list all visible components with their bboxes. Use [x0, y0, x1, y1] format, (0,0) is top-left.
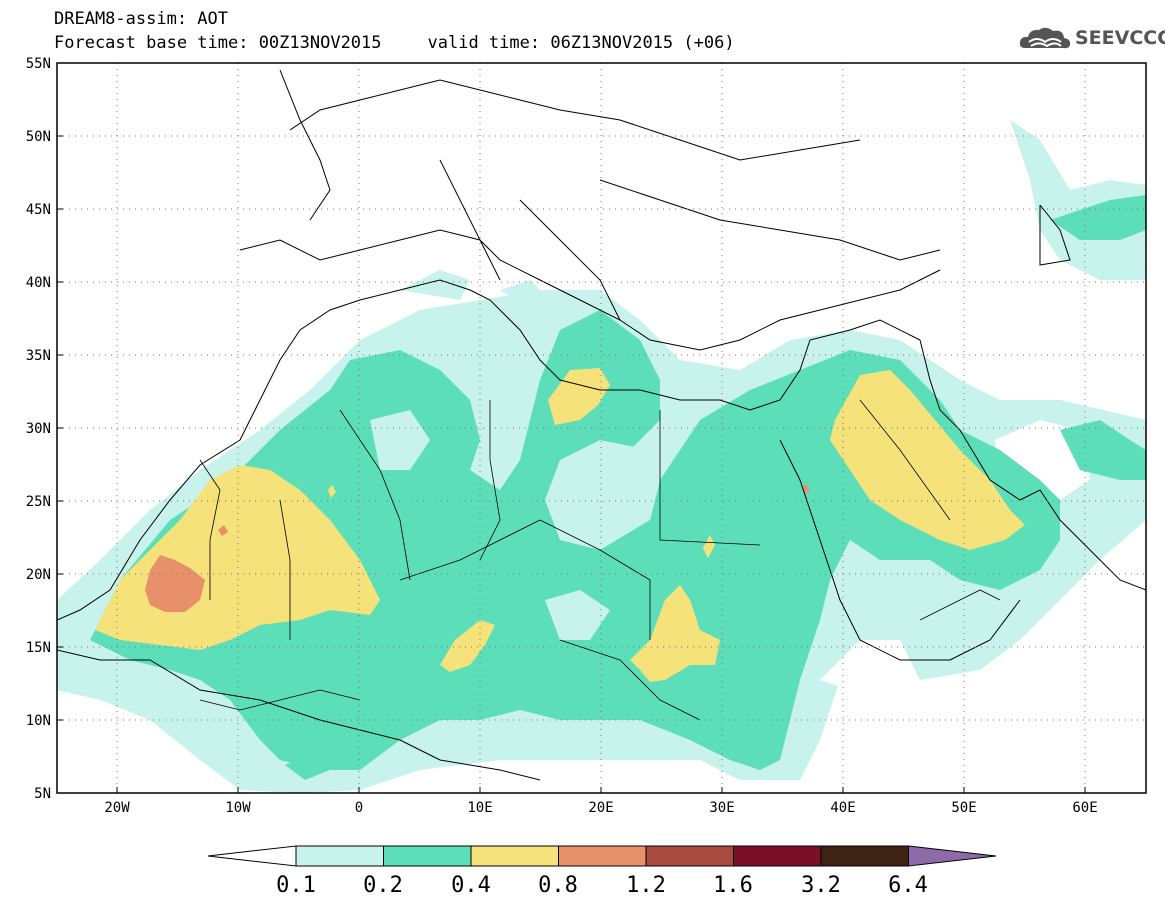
colorbar — [207, 845, 997, 867]
aot-light-region — [400, 270, 470, 300]
colorbar-segment — [820, 845, 909, 867]
lon-label: 20W — [104, 800, 130, 816]
seevccc-logo: SEEVCCC — [1017, 24, 1165, 54]
colorbar-segment — [733, 845, 822, 867]
lon-label: 0 — [355, 800, 363, 816]
aot-high-region — [548, 368, 610, 425]
colorbar-label: 1.6 — [713, 873, 753, 898]
valid-time-label: valid time: 06Z13NOV2015 (+06) — [427, 33, 735, 53]
aot-medium-region — [1060, 420, 1146, 480]
colorbar-label: 0.1 — [276, 873, 316, 898]
aot-very-high-region — [218, 525, 228, 536]
lon-label: 50E — [951, 800, 976, 816]
lon-label: 10E — [467, 800, 492, 816]
lat-label: 25N — [26, 494, 51, 510]
country-borders — [199, 399, 1001, 721]
aot-medium-region — [1050, 195, 1146, 240]
lon-label: 60E — [1072, 800, 1097, 816]
aot-high-region — [703, 535, 715, 558]
colorbar-segment — [470, 845, 559, 867]
logo-text: SEEVCCC — [1075, 27, 1165, 49]
colorbar-left-arrow — [207, 845, 297, 867]
lat-label: 15N — [26, 640, 51, 656]
aot-contours — [57, 120, 1146, 793]
lat-label: 5N — [34, 786, 51, 802]
colorbar-label: 1.2 — [626, 873, 666, 898]
lat-label: 40N — [26, 275, 51, 291]
lat-label: 55N — [26, 56, 51, 72]
map-title: DREAM8-assim: AOT — [54, 9, 228, 29]
aot-high-region — [440, 620, 495, 672]
time-info: Forecast base time: 00Z13NOV2015 valid ti… — [54, 33, 735, 53]
cloud-icon — [1019, 27, 1071, 49]
colorbar-label: 3.2 — [801, 873, 841, 898]
coastlines — [57, 69, 1146, 781]
colorbar-segment — [645, 845, 734, 867]
lon-label: 30E — [709, 800, 734, 816]
colorbar-label: 0.2 — [363, 873, 403, 898]
colorbar-segment — [383, 845, 472, 867]
lat-label: 50N — [26, 129, 51, 145]
lat-labels: 55N 50N 45N 40N 35N 30N 25N 20N 15N 10N … — [26, 56, 51, 802]
colorbar-segment — [558, 845, 647, 867]
lon-label: 10W — [225, 800, 251, 816]
colorbar-right-arrow — [908, 845, 997, 867]
colorbar-segment — [295, 845, 384, 867]
aot-high-region — [328, 485, 336, 498]
aot-clear-area — [820, 640, 920, 700]
lat-label: 45N — [26, 202, 51, 218]
lat-label: 30N — [26, 421, 51, 437]
lat-label: 35N — [26, 348, 51, 364]
colorbar-label: 0.8 — [538, 873, 578, 898]
lon-label: 40E — [830, 800, 855, 816]
lon-label: 20E — [588, 800, 613, 816]
aot-light-patch — [545, 440, 660, 550]
aot-light-patch — [370, 410, 430, 470]
base-time-label: Forecast base time: 00Z13NOV2015 — [54, 33, 382, 53]
aot-high-region — [630, 585, 720, 682]
colorbar-label: 6.4 — [888, 873, 928, 898]
colorbar-label: 0.4 — [451, 873, 491, 898]
aot-light-patch — [545, 590, 610, 640]
aot-medium-region — [285, 755, 330, 780]
aot-high-region — [830, 370, 1025, 550]
lat-label: 10N — [26, 713, 51, 729]
aot-very-high-region — [145, 555, 205, 612]
lat-label: 20N — [26, 567, 51, 583]
tick-marks — [57, 62, 1086, 794]
aot-light-region — [500, 280, 545, 300]
lon-labels: 20W 10W 0 10E 20E 30E 40E 50E 60E — [104, 800, 1097, 816]
